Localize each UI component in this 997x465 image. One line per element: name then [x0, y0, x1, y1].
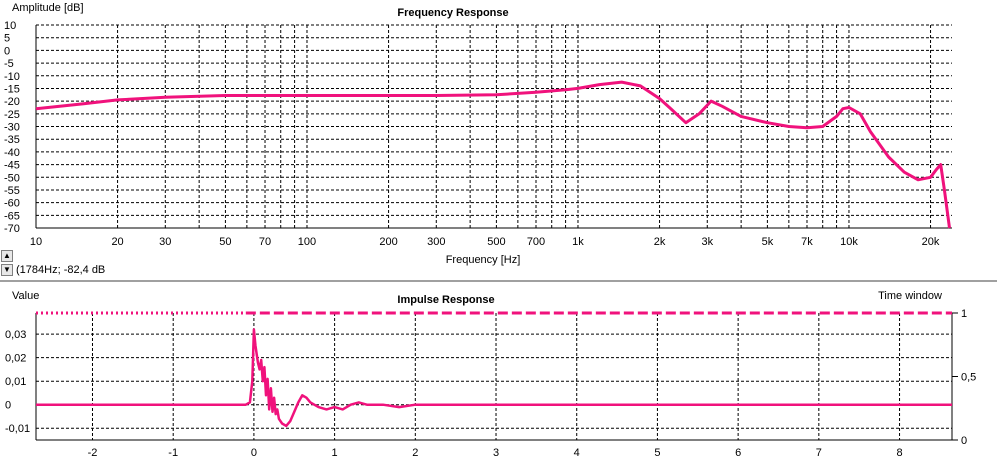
- freq-y-tick-label: -45: [4, 160, 20, 172]
- freq-y-tick-label: -40: [4, 147, 20, 159]
- freq-y-tick-label: -25: [4, 109, 20, 121]
- impulse-y-tick-labels: 0,03 0,02 0,01 0 -0,01: [5, 329, 30, 435]
- freq-x-tick-label: 50: [219, 236, 231, 248]
- freq-x-tick-label: 100: [298, 236, 316, 248]
- scroll-down-button[interactable]: ▼: [1, 264, 13, 276]
- impulse-ylabel: Value: [12, 290, 39, 302]
- freq-x-tick-label: 5k: [762, 236, 774, 248]
- impulse-response-chart: Value Impulse Response Time window 0,030…: [5, 290, 976, 459]
- impulse-y-tick-label: -0,01: [5, 423, 30, 435]
- scroll-up-button[interactable]: ▲: [1, 250, 13, 262]
- freq-x-tick-label: 20k: [922, 236, 940, 248]
- freq-y-tick-label: -5: [4, 58, 14, 70]
- freq-y-tick-label: -35: [4, 134, 20, 146]
- panel-divider: [0, 280, 997, 283]
- impulse-x-tick-label: 1: [332, 447, 338, 459]
- freq-y-tick-label: 10: [4, 20, 16, 32]
- freq-x-tick-label: 3k: [701, 236, 713, 248]
- freq-x-tick-label: 700: [527, 236, 545, 248]
- impulse-y-tick-label: 0: [5, 400, 11, 412]
- freq-y-tick-label: -10: [4, 71, 20, 83]
- cursor-readout: (1784Hz; -82,4 dB: [16, 264, 106, 276]
- freq-y-tick-label: -55: [4, 185, 20, 197]
- freq-y-tick-label: -20: [4, 96, 20, 108]
- freq-x-tick-label: 30: [159, 236, 171, 248]
- frequency-response-chart: Amplitude [dB] Frequency Response 1050-5…: [4, 2, 952, 266]
- impulse-y-tick-label: 0,02: [5, 353, 26, 365]
- impulse-x-tick-labels: -2 -1 0 1 2 3 4 5 6 7 8: [88, 447, 903, 459]
- freq-x-tick-label: 200: [379, 236, 397, 248]
- impulse-x-tick-label: 4: [574, 447, 580, 459]
- impulse-x-tick-label: 3: [493, 447, 499, 459]
- impulse-x-tick-label: 6: [735, 447, 741, 459]
- freq-y-tick-label: -50: [4, 172, 20, 184]
- impulse-x-tick-label: 0: [251, 447, 257, 459]
- impulse-x-tick-label: 8: [896, 447, 902, 459]
- freq-x-tick-labels: 10 20 30 50 70 100 200 300 500 700 1k 2k 3k 5k 7k 10k 20…: [30, 236, 940, 248]
- impulse-y2-tick-label: 0,5: [961, 372, 976, 384]
- impulse-x-tick-label: 2: [412, 447, 418, 459]
- impulse-curve-group: [36, 311, 952, 428]
- freq-x-tick-label: 500: [487, 236, 505, 248]
- freq-x-tick-label: 1k: [572, 236, 584, 248]
- impulse-y-tick-label: 0,01: [5, 376, 26, 388]
- impulse-grid: [35, 313, 953, 441]
- freq-y-tick-label: -30: [4, 122, 20, 134]
- freq-y-tick-label: -60: [4, 198, 20, 210]
- freq-x-tick-label: 2k: [654, 236, 666, 248]
- freq-y-tick-label: -70: [4, 223, 20, 235]
- freq-curve-group: [35, 80, 951, 229]
- impulse-x-tick-label: -2: [88, 447, 98, 459]
- freq-y-tick-label: 0: [4, 45, 10, 57]
- impulse-y2-tick-label: 1: [961, 308, 967, 320]
- freq-x-tick-label: 70: [259, 236, 271, 248]
- freq-xlabel: Frequency [Hz]: [446, 254, 521, 266]
- impulse-y2-tick-labels: 10,50: [952, 308, 976, 447]
- impulse-y2label: Time window: [878, 290, 942, 302]
- impulse-response-series: [36, 328, 952, 428]
- freq-x-tick-label: 20: [111, 236, 123, 248]
- freq-response-series: [35, 80, 951, 229]
- freq-grid: [35, 24, 952, 229]
- freq-y-tick-label: -65: [4, 210, 20, 222]
- impulse-x-tick-label: -1: [168, 447, 178, 459]
- freq-x-tick-label: 10: [30, 236, 42, 248]
- freq-x-tick-label: 10k: [840, 236, 858, 248]
- freq-y-tick-label: 5: [4, 33, 10, 45]
- freq-title: Frequency Response: [397, 7, 508, 19]
- freq-x-tick-label: 300: [427, 236, 445, 248]
- freq-x-tick-label: 7k: [801, 236, 813, 248]
- impulse-y-tick-label: 0,03: [5, 329, 26, 341]
- impulse-y2-tick-label: 0: [961, 435, 967, 447]
- impulse-title: Impulse Response: [397, 294, 494, 306]
- freq-ylabel: Amplitude [dB]: [12, 2, 84, 14]
- impulse-x-tick-label: 7: [816, 447, 822, 459]
- freq-y-tick-labels: 1050-5-10-15-20-25-30-35-40-45-50-55-60-…: [4, 20, 20, 235]
- impulse-x-tick-label: 5: [654, 447, 660, 459]
- freq-y-tick-label: -15: [4, 83, 20, 95]
